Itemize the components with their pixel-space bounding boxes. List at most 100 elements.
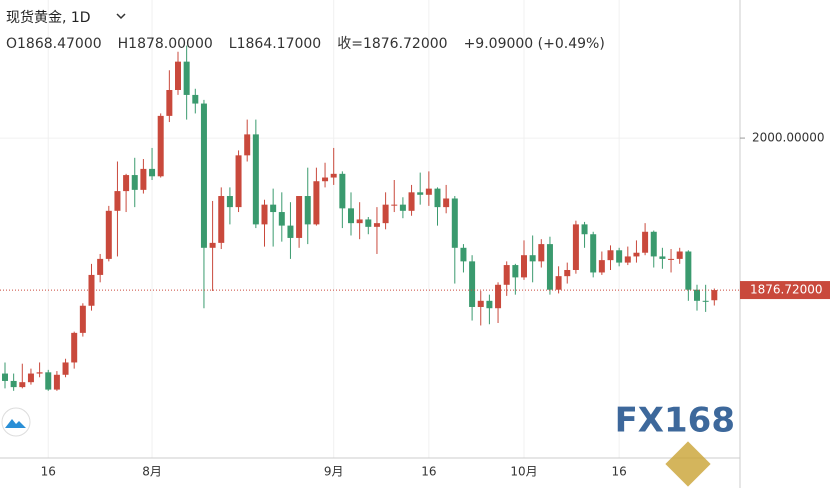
candle-body	[711, 290, 718, 301]
candle-body	[304, 196, 311, 225]
candle-body	[313, 181, 320, 225]
candle-body	[373, 223, 380, 227]
candle-body	[633, 252, 640, 257]
candle-body	[391, 204, 398, 206]
candle-body	[495, 284, 502, 309]
candle-body	[140, 168, 147, 190]
candle-body	[270, 204, 277, 213]
candle-body	[235, 155, 242, 208]
candle-body	[624, 256, 631, 263]
ohlc-item: L1864.17000	[229, 36, 321, 52]
candle-body	[417, 192, 424, 195]
candle-body	[209, 242, 216, 248]
candle-body	[287, 225, 294, 238]
candle-body	[642, 231, 649, 253]
dropdown-icon[interactable]	[116, 13, 126, 20]
grid	[0, 0, 740, 458]
x-tick-label: 16	[421, 465, 436, 479]
candle-body	[425, 188, 432, 195]
candle-body	[650, 231, 657, 257]
candle-body	[702, 300, 709, 302]
candle-body	[607, 250, 614, 261]
candle-body	[2, 373, 8, 381]
candle-body	[218, 196, 225, 243]
candle-body	[53, 374, 60, 390]
candle-body	[105, 210, 112, 259]
plot	[2, 45, 718, 391]
y-tick-label: 2000.00000	[752, 131, 825, 145]
watermark: FX168	[615, 401, 735, 441]
candle-body	[226, 196, 233, 208]
candle-body	[676, 251, 683, 259]
candle-body	[581, 224, 588, 235]
candle-body	[10, 380, 17, 388]
candle-body	[538, 244, 545, 262]
candle-body	[434, 188, 441, 208]
candle-body	[19, 382, 26, 388]
ohlc-item: 收=1876.72000	[337, 36, 447, 52]
candle-body	[114, 191, 121, 211]
candle-body	[685, 251, 692, 290]
candle-body	[131, 175, 138, 190]
candle-body	[348, 208, 354, 224]
candle-body	[521, 255, 527, 278]
x-tick-label: 16	[612, 465, 627, 479]
candle-body	[668, 258, 675, 260]
logo-icon[interactable]	[1, 407, 31, 437]
candle-body	[616, 250, 623, 263]
candle-body	[149, 168, 156, 177]
candle-body	[166, 89, 173, 116]
candle-body	[27, 373, 34, 383]
candle-body	[252, 134, 259, 225]
candle-body	[564, 269, 571, 277]
candle-body	[62, 362, 69, 375]
candle-body	[529, 255, 536, 262]
candle-body	[572, 224, 579, 270]
candle-body	[486, 300, 493, 309]
candle-body	[694, 289, 700, 301]
candle-body	[175, 61, 181, 90]
x-tick-label: 16	[41, 465, 56, 479]
candle-body	[408, 192, 415, 211]
candle-body	[460, 247, 467, 262]
candle-body	[330, 173, 337, 178]
candle-body	[296, 196, 303, 238]
candle-body	[443, 198, 450, 208]
candle-body	[339, 173, 346, 209]
candle-body	[200, 103, 207, 248]
candle-body	[590, 234, 597, 273]
candle-body	[503, 265, 510, 285]
ohlc-item: +9.09000 (+0.49%)	[464, 36, 605, 52]
candle-body	[36, 372, 43, 374]
candle-body	[659, 256, 666, 259]
chart-title: 现货黄金, 1D	[6, 9, 91, 26]
x-tick-label: 8月	[142, 465, 162, 479]
x-tick-label: 9月	[324, 465, 344, 479]
candle-body	[192, 94, 199, 104]
candle-body	[451, 198, 458, 248]
candle-body	[399, 204, 406, 211]
candle-body	[123, 175, 130, 192]
candle-body	[512, 265, 519, 278]
ohlc-legend: O1868.47000 H1878.00000 L1864.17000 收=1876.…	[6, 36, 605, 52]
candle-body	[45, 372, 52, 390]
candle-body	[546, 244, 553, 290]
candle-body	[598, 260, 605, 273]
candle-body	[97, 258, 104, 275]
candle-body	[88, 274, 95, 306]
candle-body	[278, 212, 285, 226]
last-price-label: 1876.72000	[750, 283, 823, 297]
x-tick-label: 10月	[510, 465, 537, 479]
ohlc-item: H1878.00000	[118, 36, 213, 52]
candle-body	[477, 300, 484, 307]
last-price-box	[740, 281, 830, 300]
candle-body	[322, 177, 329, 182]
candle-body	[183, 61, 190, 95]
candle-body	[469, 261, 476, 307]
candle-body	[365, 219, 372, 227]
candle-body	[555, 276, 562, 290]
candle-body	[261, 204, 268, 225]
candle-body	[356, 219, 363, 224]
